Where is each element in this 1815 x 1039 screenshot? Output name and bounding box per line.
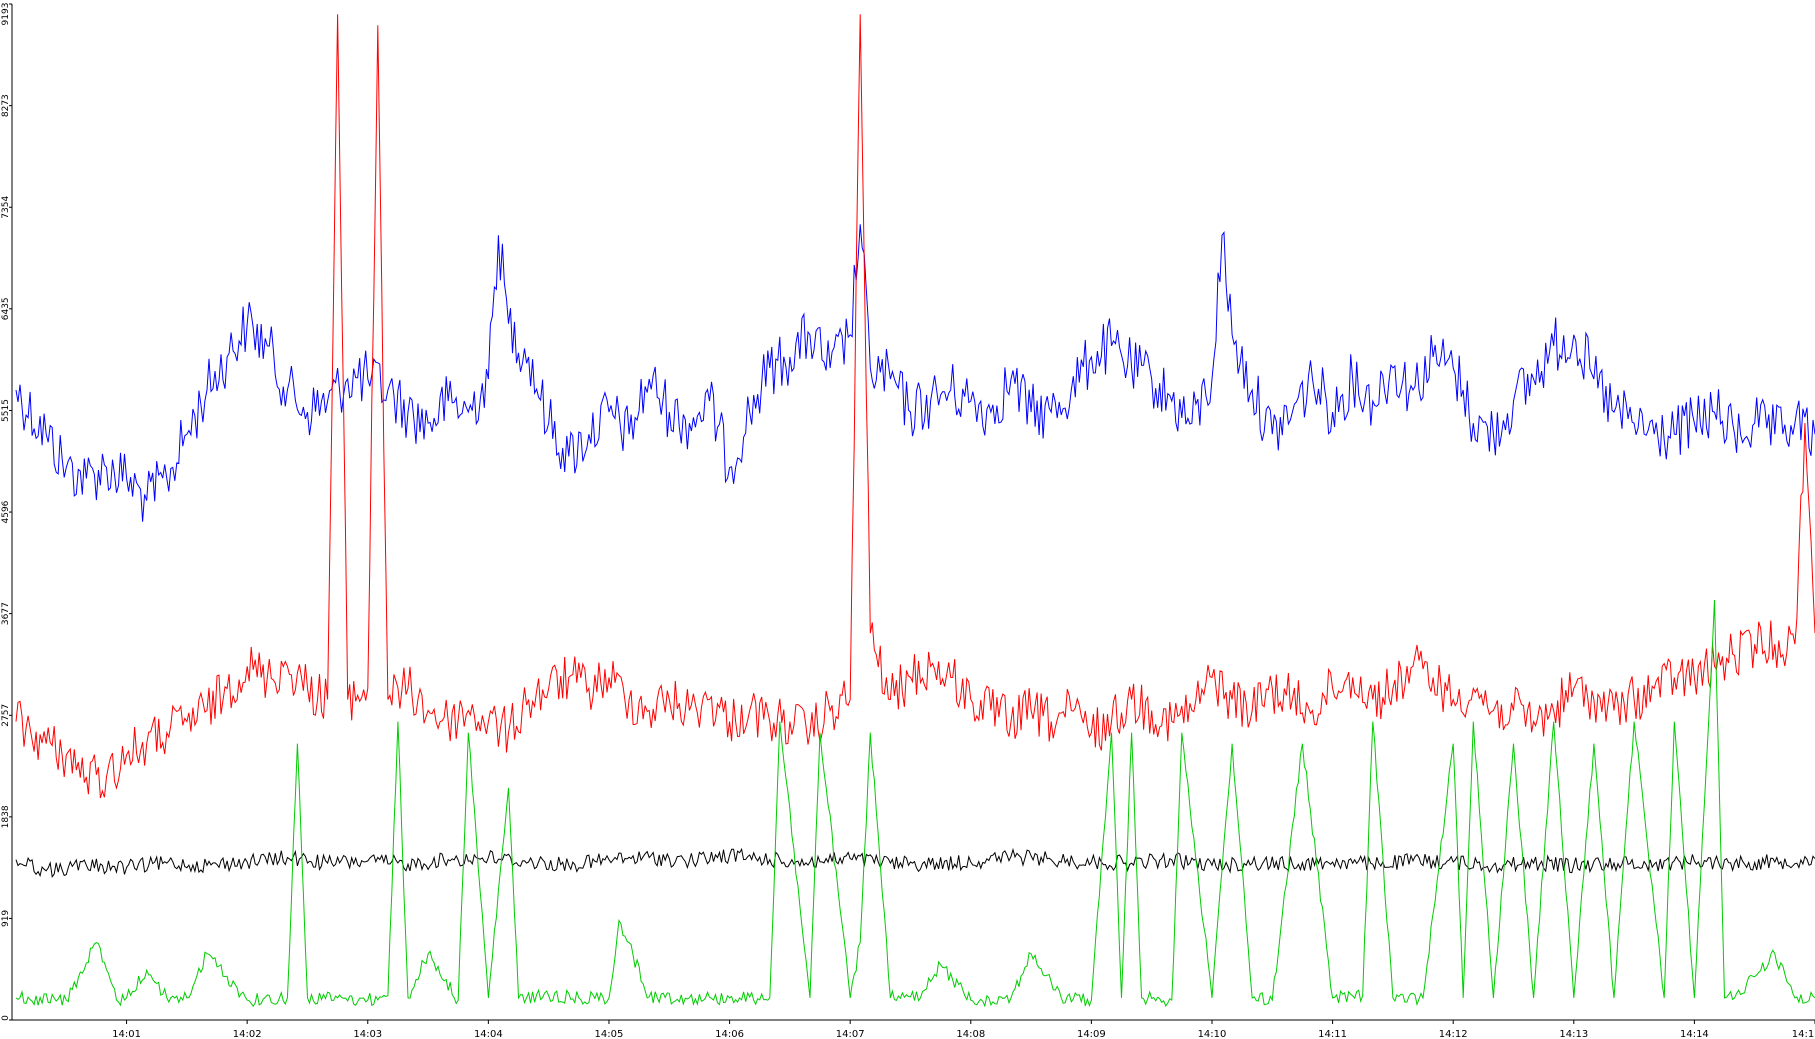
y-tick-label-7: 6435 <box>1 297 11 320</box>
y-tick-label-6: 5515 <box>1 399 11 422</box>
x-tick-label-13: 14:14 <box>1680 1029 1709 1039</box>
series-line-3 <box>15 847 1815 878</box>
x-tick-label-7: 14:08 <box>956 1029 985 1039</box>
y-tick-label-2: 1838 <box>1 805 11 828</box>
y-tick-label-4: 3677 <box>1 602 11 625</box>
y-tick-label-1: 919 <box>1 910 11 927</box>
x-tick-label-8: 14:09 <box>1077 1029 1106 1039</box>
x-tick-label-6: 14:07 <box>836 1029 865 1039</box>
x-tick-label-0: 14:01 <box>112 1029 141 1039</box>
y-axis: 0 919 1838 2757 3677 4596 5515 6435 7354 8273 9193 <box>1 3 13 1021</box>
y-tick-label-8: 7354 <box>1 196 11 219</box>
x-tick-label-5: 14:06 <box>715 1029 744 1039</box>
x-tick-label-11: 14:12 <box>1439 1029 1468 1039</box>
series-line-2 <box>15 14 1815 799</box>
x-tick-label-9: 14:10 <box>1198 1029 1227 1039</box>
series-layer <box>15 14 1815 1008</box>
x-tick-label-10: 14:11 <box>1318 1029 1347 1039</box>
x-tick-label-1: 14:02 <box>233 1029 262 1039</box>
x-tick-label-2: 14:03 <box>353 1029 382 1039</box>
y-tick-label-0: 0 <box>1 1015 11 1021</box>
y-tick-label-5: 4596 <box>1 500 11 523</box>
x-tick-label-3: 14:04 <box>474 1029 503 1039</box>
x-tick-label-12: 14:13 <box>1559 1029 1588 1039</box>
y-tick-label-10: 9193 <box>1 3 11 26</box>
series-line-1 <box>15 224 1815 522</box>
y-tick-label-3: 2757 <box>1 704 11 727</box>
x-tick-label-14: 14:1 <box>1792 1029 1814 1039</box>
x-tick-label-4: 14:05 <box>595 1029 624 1039</box>
x-axis: 14:01 14:02 14:03 14:04 14:05 14:06 14:07 14:08… <box>12 1019 1815 1039</box>
series-line-4 <box>15 599 1815 1008</box>
y-tick-label-9: 8273 <box>1 94 11 117</box>
